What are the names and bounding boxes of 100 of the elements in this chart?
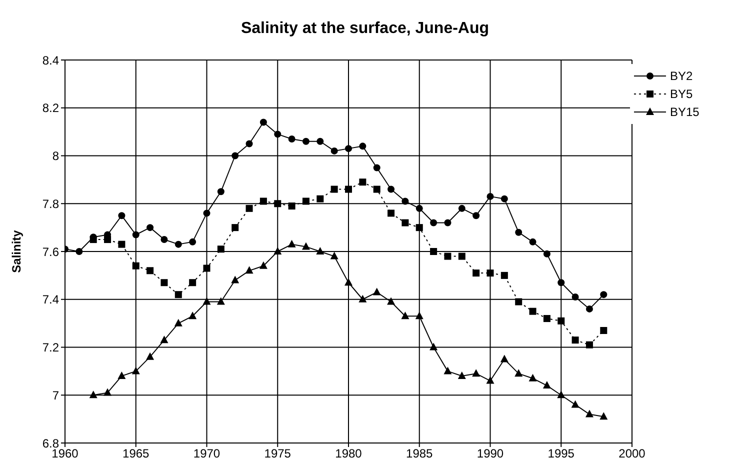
point — [402, 198, 409, 205]
point — [246, 204, 253, 212]
point — [231, 276, 240, 284]
point — [600, 412, 608, 420]
point — [232, 152, 239, 160]
point — [600, 291, 608, 298]
point — [302, 242, 310, 250]
point — [372, 288, 381, 296]
point — [472, 369, 480, 377]
point — [500, 195, 508, 202]
point — [316, 138, 324, 145]
point — [118, 212, 126, 220]
point — [118, 240, 126, 248]
point — [288, 135, 296, 142]
point — [89, 390, 98, 398]
point — [316, 195, 324, 202]
point — [558, 317, 565, 324]
point — [515, 228, 522, 236]
point — [260, 118, 267, 126]
point — [444, 219, 452, 226]
point — [387, 297, 396, 305]
point — [232, 224, 239, 232]
point — [245, 266, 254, 274]
point — [302, 198, 310, 205]
point — [600, 326, 608, 334]
y-tick-label: 7.2 — [42, 340, 60, 355]
y-tick-label: 7.8 — [42, 196, 60, 211]
point — [402, 219, 409, 226]
point — [358, 294, 367, 302]
point — [359, 142, 366, 150]
point — [288, 202, 296, 210]
point — [572, 336, 579, 344]
point — [458, 371, 466, 379]
point — [543, 315, 550, 322]
point — [430, 219, 438, 226]
point — [330, 252, 338, 260]
point — [76, 248, 83, 255]
point — [174, 291, 182, 298]
point — [274, 200, 282, 208]
point — [528, 374, 537, 382]
point — [216, 297, 225, 305]
point — [274, 130, 282, 138]
point — [472, 212, 480, 220]
point — [202, 297, 211, 305]
point — [203, 264, 210, 272]
point — [515, 298, 522, 306]
point — [146, 224, 154, 232]
point — [174, 318, 182, 326]
point — [572, 293, 579, 300]
point — [330, 186, 338, 193]
x-tick-label: 1975 — [264, 446, 292, 461]
point — [345, 186, 352, 193]
point — [260, 198, 267, 205]
point — [557, 390, 566, 398]
point — [274, 247, 282, 254]
point — [542, 381, 551, 389]
y-tick-label: 7 — [52, 388, 60, 402]
legend-label: BY5 — [670, 87, 694, 101]
y-tick-label: 8 — [52, 149, 60, 164]
point — [118, 371, 126, 379]
point — [586, 341, 593, 348]
point — [188, 312, 197, 320]
point — [146, 352, 154, 360]
point — [132, 366, 140, 374]
y-tick-label: 7.4 — [42, 292, 60, 307]
y-tick-label: 8.4 — [42, 53, 60, 68]
point — [104, 388, 112, 396]
point — [359, 178, 366, 186]
point — [514, 369, 523, 377]
x-tick-label: 1980 — [335, 446, 362, 461]
y-tick-label: 7.6 — [42, 244, 60, 259]
point — [388, 186, 395, 193]
point — [288, 240, 296, 248]
y-axis-title: Salinity — [9, 230, 24, 273]
x-tick-label: 1985 — [406, 446, 434, 461]
x-tick-label: 1995 — [548, 446, 575, 461]
point — [571, 400, 580, 408]
point — [302, 138, 310, 145]
point — [458, 252, 466, 260]
point — [160, 236, 168, 244]
point — [246, 140, 253, 148]
point — [416, 224, 423, 232]
point — [373, 164, 380, 172]
point — [316, 247, 324, 254]
point — [444, 252, 452, 260]
x-tick-label: 1965 — [122, 446, 150, 461]
point — [189, 279, 196, 286]
point — [486, 376, 494, 384]
point — [586, 305, 593, 312]
point — [500, 354, 508, 362]
point — [330, 147, 338, 154]
point — [585, 410, 594, 418]
point — [500, 272, 508, 279]
point — [444, 366, 452, 374]
point — [415, 312, 424, 320]
point — [160, 279, 168, 286]
point — [345, 145, 352, 152]
point — [458, 204, 466, 212]
point — [344, 278, 352, 286]
point — [558, 279, 565, 286]
